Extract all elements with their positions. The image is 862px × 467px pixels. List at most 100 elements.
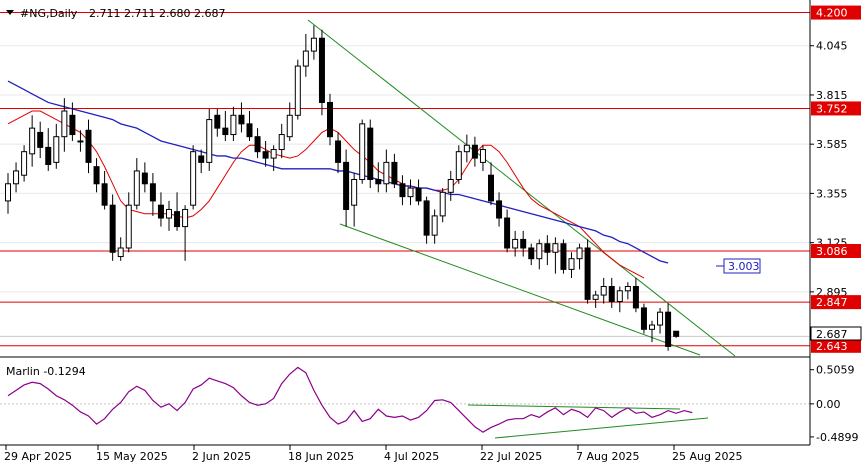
candle-body-up (117, 247, 124, 258)
candle-body-up (77, 140, 84, 143)
candle-body-down (560, 243, 567, 270)
price-line-label: 4.200 (816, 7, 848, 20)
y-tick-label: 3.815 (816, 89, 848, 102)
candle (13, 162, 20, 193)
candle (238, 102, 245, 133)
candle (568, 252, 575, 278)
candle (407, 179, 414, 206)
candle (375, 162, 382, 193)
candle (109, 194, 116, 261)
candle-body-up (479, 149, 486, 163)
osc-lower-trendline (494, 417, 709, 439)
candle-body-up (407, 187, 414, 198)
x-tick-label: 2 Jun 2025 (192, 450, 251, 463)
candle-body-up (383, 161, 390, 185)
candle (230, 106, 237, 141)
candle (222, 111, 229, 141)
candle (496, 192, 503, 227)
candle-body-up (536, 243, 543, 260)
price-label-box (811, 5, 861, 20)
price-label-box (811, 243, 861, 258)
candle (576, 243, 583, 270)
candle-body-up (657, 311, 664, 326)
collapse-arrow-icon[interactable] (6, 10, 14, 15)
oscillator-axis: 0.5059 0.00 -0.4899 (810, 364, 858, 444)
candle-body-up (278, 134, 285, 151)
candle-body-down (262, 151, 269, 159)
candle (125, 192, 132, 253)
osc-tick-label: 0.5059 (816, 364, 855, 377)
candle-body-down (238, 114, 245, 125)
candle (447, 170, 454, 201)
candle (190, 145, 197, 210)
chart-header: #NG,Daily 2.711 2.711 2.680 2.687 (6, 7, 225, 20)
price-line-label: 3.752 (816, 102, 848, 115)
candle-body-up (29, 127, 36, 155)
channel-upper-line (307, 19, 736, 357)
candle (657, 307, 664, 334)
osc-tick-label: -0.4899 (816, 431, 858, 444)
x-tick-label: 22 Jul 2025 (480, 450, 542, 463)
candle-body-up (53, 136, 60, 163)
candle (391, 153, 398, 189)
candle-body-down (375, 179, 382, 185)
x-tick-label: 18 Jun 2025 (288, 450, 354, 463)
candle (431, 209, 438, 244)
candle-body-down (640, 307, 647, 330)
candle (343, 149, 350, 227)
candle-body-down (544, 243, 551, 253)
candle (488, 162, 494, 206)
time-axis: 29 Apr 2025 15 May 2025 2 Jun 2025 18 Jun 2… (4, 445, 742, 463)
candle (61, 98, 68, 152)
candle-body-up (125, 204, 132, 249)
candle (21, 145, 28, 182)
candle-body-up (182, 208, 189, 228)
price-label-box (811, 101, 861, 116)
candle-body-down (415, 187, 422, 202)
candle (632, 277, 639, 313)
price-line-label: 3.086 (816, 245, 848, 258)
ma-value-label: 3.003 (728, 260, 760, 273)
candle (294, 59, 301, 120)
candle-body-down (335, 140, 342, 163)
osc-upper-trendline (467, 404, 681, 410)
price-line-label: 2.643 (816, 340, 848, 353)
candle (198, 149, 205, 174)
candle (383, 149, 390, 193)
candle (166, 200, 172, 231)
candle-body-down (109, 204, 116, 253)
candle (182, 205, 189, 261)
candle-body-up (552, 243, 559, 253)
candle-body-down (608, 286, 615, 302)
candle-body-up (624, 286, 631, 292)
candle (399, 175, 406, 206)
candle-body-down (673, 330, 680, 337)
candle (544, 235, 551, 266)
candle (665, 303, 672, 351)
candle-body-up (512, 238, 519, 249)
candle-body-down (471, 144, 478, 159)
candle (439, 188, 446, 223)
ma-value-marker: 3.003 (716, 258, 761, 274)
candle-body-down (37, 131, 44, 148)
candle-body-up (576, 247, 583, 260)
candle (608, 277, 615, 308)
candle-body-up (61, 110, 68, 138)
candle-body-up (351, 179, 358, 206)
candle-body-down (496, 200, 503, 219)
symbol-label: #NG,Daily (20, 7, 78, 20)
candle-body-down (391, 161, 398, 185)
candle-body-up (21, 151, 28, 176)
candle-body-down (141, 172, 148, 185)
candle-body-down (45, 146, 52, 166)
candle (552, 237, 559, 274)
candle (246, 111, 253, 141)
candle-body-up (190, 151, 197, 206)
candle (278, 123, 285, 159)
candle (141, 162, 148, 193)
x-tick-label: 7 Aug 2025 (576, 450, 639, 463)
candle (624, 282, 631, 300)
candle-body-down (254, 136, 261, 153)
candle-body-up (270, 149, 277, 159)
red-ma-line (7, 110, 645, 279)
